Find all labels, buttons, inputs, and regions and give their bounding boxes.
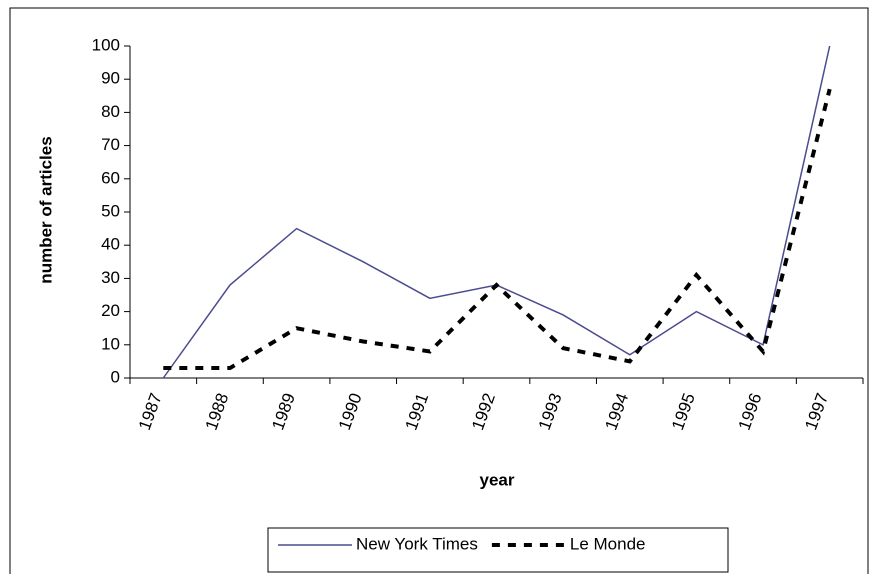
- y-tick-label: 20: [101, 301, 120, 320]
- legend-box: [267, 527, 729, 573]
- series-line: [163, 88, 832, 371]
- y-tick-label: 0: [111, 367, 120, 386]
- x-axis-label: year: [480, 470, 515, 489]
- x-tick-label: 1989: [268, 391, 299, 433]
- legend-label: New York Times: [356, 534, 478, 553]
- y-tick-label: 50: [101, 201, 120, 220]
- x-tick-label: 1988: [202, 391, 233, 433]
- chart-frame: [9, 7, 869, 574]
- series-line: [162, 45, 831, 379]
- y-tick-label: 30: [101, 268, 120, 287]
- x-tick-label: 1996: [735, 391, 766, 433]
- y-tick-label: 60: [101, 168, 120, 187]
- legend-label: Le Monde: [570, 534, 646, 553]
- y-tick-label: 40: [101, 235, 120, 254]
- y-tick-label: 90: [101, 69, 120, 88]
- x-tick-label: 1991: [402, 391, 433, 433]
- x-tick-label: 1987: [135, 391, 166, 433]
- y-axis-label: number of articles: [36, 136, 55, 283]
- x-tick-label: 1994: [601, 391, 632, 433]
- x-tick-label: 1995: [668, 391, 699, 433]
- y-tick-label: 10: [101, 334, 120, 353]
- x-tick-label: 1990: [335, 391, 366, 433]
- y-tick-label: 100: [92, 35, 120, 54]
- x-tick-label: 1997: [801, 391, 832, 433]
- x-tick-label: 1993: [535, 391, 566, 433]
- y-tick-label: 80: [101, 102, 120, 121]
- y-tick-label: 70: [101, 135, 120, 154]
- x-tick-label: 1992: [468, 391, 499, 433]
